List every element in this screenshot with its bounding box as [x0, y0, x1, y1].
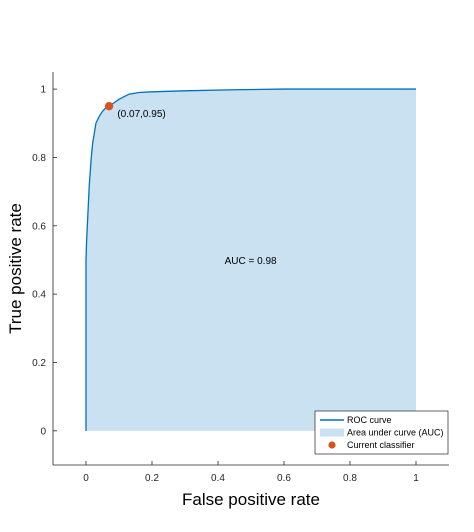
auc-value-label: AUC = 0.98 [225, 256, 277, 267]
roc-curve-line [85, 88, 416, 431]
y-tick-label: 0.8 [32, 153, 46, 164]
x-tick-label: 0.4 [211, 473, 225, 484]
legend-entry-label: ROC curve [347, 415, 392, 425]
x-tick-label: 0.2 [145, 473, 159, 484]
x-tick-label: 0.8 [343, 473, 357, 484]
legend-entry-label: Current classifier [347, 440, 415, 450]
y-tick-label: 1 [40, 85, 46, 96]
auc-area [86, 89, 416, 431]
x-tick-label: 0.6 [277, 473, 291, 484]
y-axis-title: True positive rate [6, 203, 25, 334]
y-tick-label: 0 [40, 426, 46, 437]
y-tick-label: 0.6 [32, 221, 46, 232]
x-tick-label: 1 [413, 473, 419, 484]
point-coordinate-label: (0.07,0.95) [117, 109, 165, 120]
x-axis-title: False positive rate [182, 490, 320, 509]
legend-classifier-swatch [328, 441, 336, 449]
y-tick-label: 0.4 [32, 290, 46, 301]
legend-auc-swatch [320, 428, 344, 437]
legend-entry-label: Area under curve (AUC) [347, 428, 444, 438]
y-tick-label: 0.2 [32, 358, 46, 369]
current-classifier-point [104, 101, 114, 111]
x-tick-label: 0 [83, 473, 89, 484]
